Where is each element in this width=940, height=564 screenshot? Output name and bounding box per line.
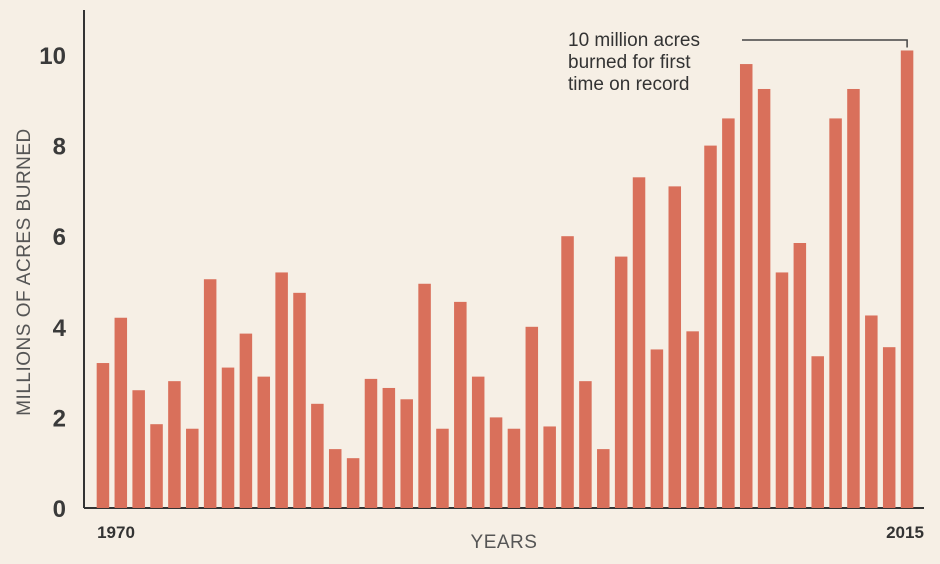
bar-1978 xyxy=(239,333,253,509)
bar-2015 xyxy=(900,50,914,508)
bar-1975 xyxy=(186,428,199,508)
bar-1991 xyxy=(471,376,485,508)
bar-2009 xyxy=(793,243,807,508)
bar-1988 xyxy=(418,283,431,508)
x-axis-title: YEARS xyxy=(471,532,538,553)
y-tick-label: 2 xyxy=(53,405,66,432)
bar-1994 xyxy=(525,326,539,508)
bar-1996 xyxy=(561,236,574,508)
bar-1970 xyxy=(96,363,110,508)
bar-2004 xyxy=(704,145,717,508)
bar-1974 xyxy=(168,381,181,508)
bar-2003 xyxy=(686,331,699,508)
bar-1999 xyxy=(614,256,628,508)
bar-1987 xyxy=(400,399,413,508)
bar-1995 xyxy=(543,426,556,508)
bar-2010 xyxy=(811,356,824,508)
bar-2012 xyxy=(847,88,860,508)
bar-2001 xyxy=(650,349,664,508)
bar-2002 xyxy=(668,186,682,508)
y-tick-label: 10 xyxy=(39,43,66,70)
bar-1977 xyxy=(221,367,235,508)
bar-1973 xyxy=(150,424,163,508)
y-tick-label: 4 xyxy=(53,315,67,342)
bar-1976 xyxy=(203,279,217,508)
bar-1971 xyxy=(114,317,128,508)
annotation-line-1: 10 million acres xyxy=(568,30,700,51)
x-end-year-label: 2015 xyxy=(886,523,924,542)
bar-1983 xyxy=(328,449,342,508)
x-start-year-label: 1970 xyxy=(97,523,135,542)
annotation-leader-line xyxy=(742,39,908,48)
bar-1993 xyxy=(507,428,521,508)
y-tick-label: 8 xyxy=(53,134,66,161)
bar-2006 xyxy=(739,64,753,508)
annotation-line-2: burned for first xyxy=(568,52,691,73)
bar-1986 xyxy=(382,387,396,508)
annotation-line-3: time on record xyxy=(568,74,689,95)
bar-2007 xyxy=(757,88,771,508)
y-tick-label: 6 xyxy=(53,224,66,251)
bar-1992 xyxy=(489,417,503,508)
bar-1998 xyxy=(597,449,610,508)
y-tick-label: 0 xyxy=(53,496,66,523)
bar-1997 xyxy=(579,381,592,508)
bar-1972 xyxy=(132,390,145,508)
bar-1989 xyxy=(436,428,449,508)
bar-1980 xyxy=(275,272,288,508)
bar-1985 xyxy=(364,378,378,508)
bar-2014 xyxy=(882,347,896,508)
bar-2013 xyxy=(865,315,878,508)
bar-1982 xyxy=(311,403,324,508)
y-axis-title: MILLIONS OF ACRES BURNED xyxy=(14,128,35,416)
bar-1984 xyxy=(346,458,360,508)
bar-2005 xyxy=(722,118,735,509)
annotation: 10 million acres burned for first time o… xyxy=(568,30,700,95)
bar-1990 xyxy=(454,301,467,508)
bar-1979 xyxy=(257,376,271,508)
bar-2000 xyxy=(632,177,646,508)
bar-2011 xyxy=(829,118,842,509)
bar-2008 xyxy=(775,272,789,508)
bar-1981 xyxy=(293,292,306,508)
